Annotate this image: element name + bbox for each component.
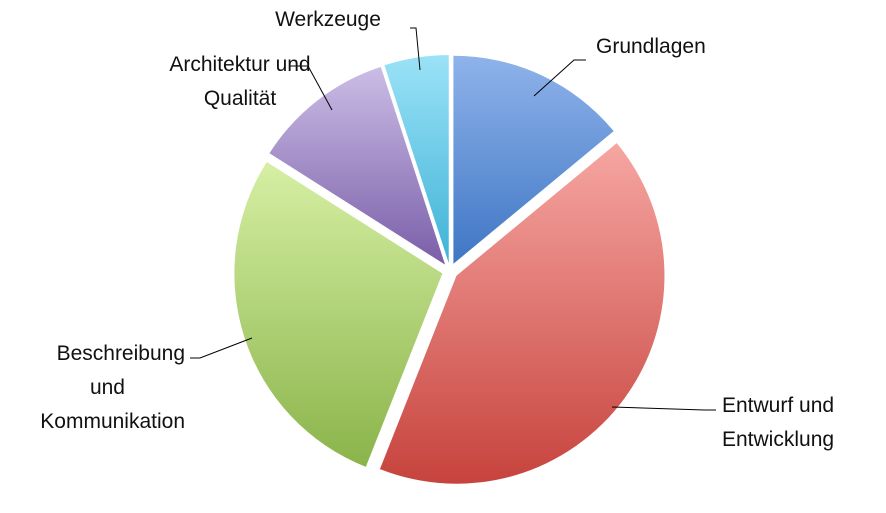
slice-label-line: Kommunikation xyxy=(40,410,185,433)
leader-line-architektur-und-qualitaet xyxy=(290,65,333,111)
leader-line-beschreibung-und-kommunikation xyxy=(190,337,253,359)
slice-label-line: und xyxy=(90,376,125,399)
slice-label-architektur-und-qualitaet: Architektur und Qualität xyxy=(169,53,310,110)
leader-line-entwurf-und-entwicklung xyxy=(611,406,716,411)
leader-line-werkzeuge xyxy=(410,27,421,71)
slice-label-beschreibung-und-kommunikation: Beschreibung und Kommunikation xyxy=(40,342,185,433)
pie-slice-architektur-und-qualitaet xyxy=(269,66,446,265)
pie-slice-entwurf-und-entwicklung xyxy=(379,143,665,484)
slice-label-werkzeuge: Werkzeuge xyxy=(275,8,381,31)
slice-label-line: Entwicklung xyxy=(722,428,834,451)
slice-label-entwurf-und-entwicklung: Entwurf und Entwicklung xyxy=(722,394,834,451)
slice-labels: Grundlagen Entwurf und Entwicklung Beschrei… xyxy=(40,8,834,451)
slice-label-grundlagen: Grundlagen xyxy=(596,35,706,58)
slice-label-line: Architektur und xyxy=(169,53,310,76)
slice-label-line: Entwurf und xyxy=(722,394,834,417)
pie-slices xyxy=(234,55,665,484)
slice-label-line: Grundlagen xyxy=(596,35,706,58)
leader-line-grundlagen xyxy=(533,59,586,97)
slice-label-line: Qualität xyxy=(204,87,277,110)
slice-label-line: Werkzeuge xyxy=(275,8,381,31)
pie-slice-beschreibung-und-kommunikation xyxy=(234,162,443,467)
slice-label-line: Beschreibung xyxy=(57,342,185,365)
pie-slice-werkzeuge xyxy=(384,55,449,264)
pie-slice-grundlagen xyxy=(453,55,614,264)
leader-lines xyxy=(190,27,716,411)
